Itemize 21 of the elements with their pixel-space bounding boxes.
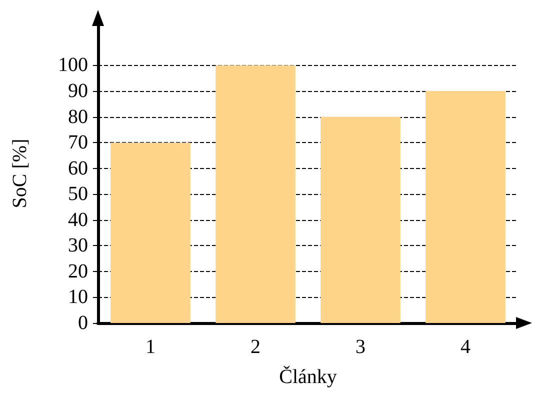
x-tick-label: 1 bbox=[146, 336, 156, 358]
y-tick-label: 100 bbox=[58, 54, 88, 76]
bar bbox=[216, 65, 296, 323]
y-tick-label: 10 bbox=[68, 286, 88, 308]
x-axis-title: Články bbox=[279, 365, 337, 388]
y-tick-label: 30 bbox=[68, 234, 88, 257]
y-tick-label: 80 bbox=[68, 106, 88, 128]
y-tick-label: 70 bbox=[68, 132, 88, 154]
y-tick-label: 60 bbox=[68, 157, 88, 180]
bar bbox=[110, 142, 190, 323]
y-tick-label: 50 bbox=[68, 183, 88, 206]
y-tick-label: 0 bbox=[78, 312, 88, 334]
x-tick-label: 3 bbox=[356, 336, 366, 358]
y-tick-label: 90 bbox=[68, 80, 88, 102]
bar bbox=[426, 91, 506, 323]
x-tick-label: 4 bbox=[460, 336, 470, 358]
y-axis-title: SoC [%] bbox=[9, 138, 31, 208]
y-tick-label: 20 bbox=[68, 260, 88, 282]
y-tick-label: 40 bbox=[68, 208, 88, 231]
bar bbox=[320, 116, 400, 323]
x-tick-label: 2 bbox=[250, 336, 260, 358]
